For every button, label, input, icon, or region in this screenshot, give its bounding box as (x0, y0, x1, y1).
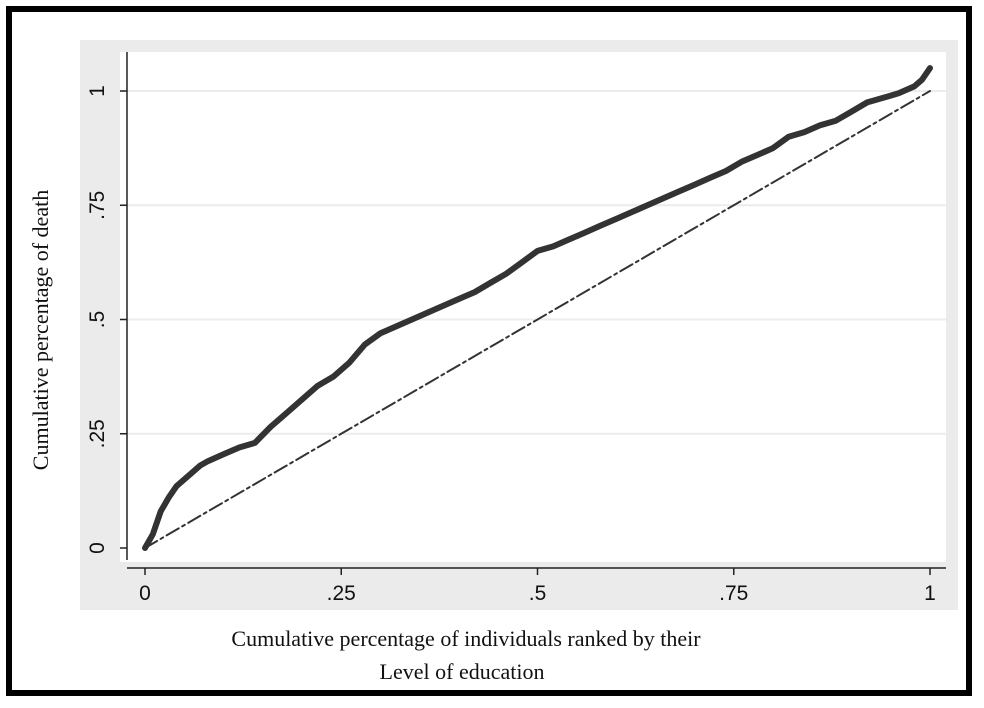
series-layer (142, 65, 933, 551)
plot-region (120, 52, 946, 562)
gridlines (120, 90, 946, 435)
x-axis-title-line-1: Cumulative percentage of individuals ran… (231, 626, 701, 651)
y-ticks: 0 .25 .5 .75 1 (86, 85, 127, 554)
x-tick-label-2: .5 (529, 582, 547, 605)
x-tick-label-1: .25 (327, 582, 356, 605)
x-tick-label-3: .75 (719, 582, 748, 605)
x-tick-label-0: 0 (139, 582, 151, 605)
x-tick-label-4: 1 (924, 582, 936, 605)
y-axis-title: Cumulative percentage of death (28, 190, 53, 470)
equality-line (144, 90, 931, 549)
x-ticks: 0 .25 .5 .75 1 (139, 568, 936, 605)
axes (126, 52, 946, 569)
y-tick-label-4: 1 (86, 85, 109, 97)
x-axis-title-line-2: Level of education (380, 659, 545, 684)
y-tick-label-3: .75 (86, 191, 109, 220)
concentration-curve (142, 65, 933, 551)
y-tick-label-0: 0 (86, 542, 109, 554)
y-tick-label-2: .5 (86, 311, 109, 329)
y-tick-label-1: .25 (86, 419, 109, 448)
